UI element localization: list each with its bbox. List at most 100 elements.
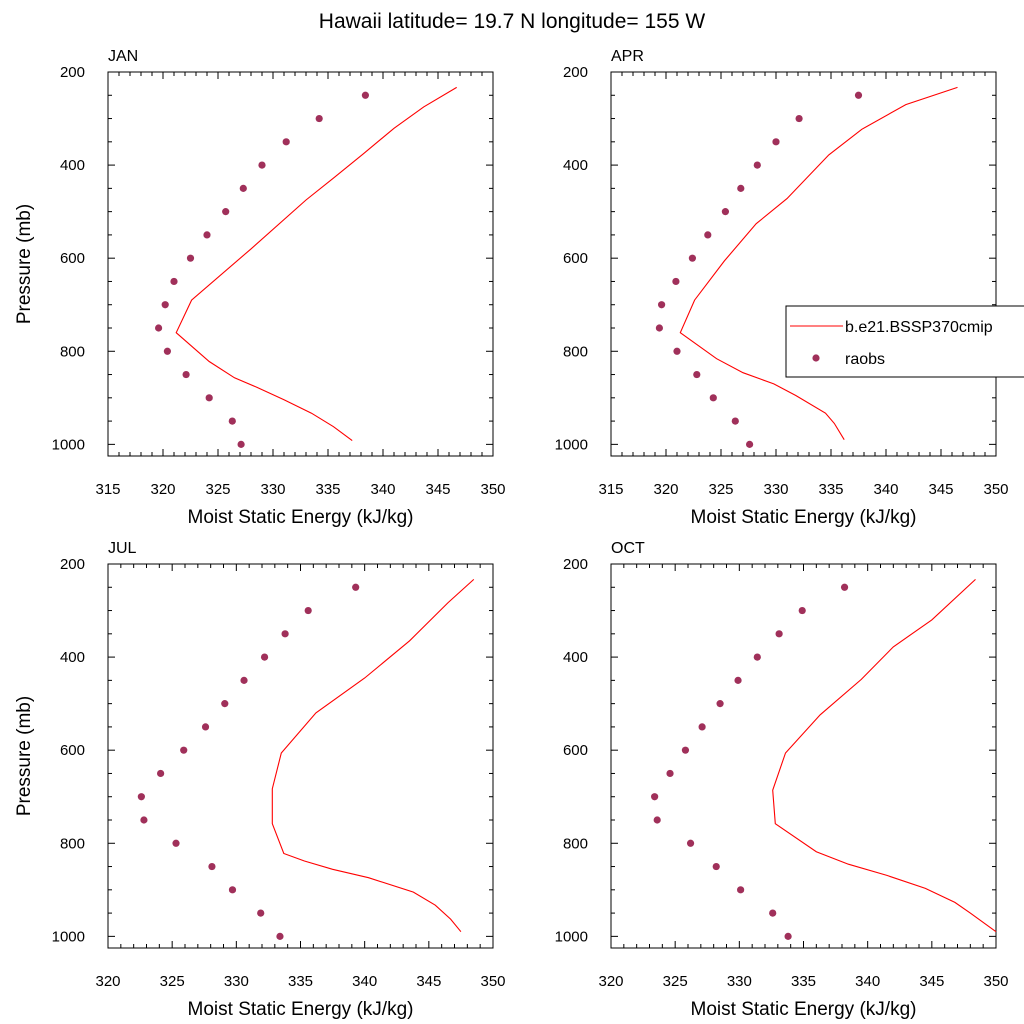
raobs-point	[737, 886, 745, 894]
x-tick-label: 315	[95, 481, 120, 498]
y-axis-label: Pressure (mb)	[14, 204, 35, 324]
raobs-point	[201, 723, 210, 731]
raobs-point	[186, 254, 195, 262]
raobs-point	[281, 630, 289, 638]
raobs-point	[672, 277, 680, 286]
raobs-point	[257, 909, 265, 917]
x-axis-label: Moist Static Energy (kJ/kg)	[188, 999, 414, 1020]
raobs-point	[352, 583, 360, 591]
y-tick-label: 1000	[555, 436, 588, 453]
raobs-point	[795, 114, 803, 123]
raobs-point	[681, 746, 690, 754]
panel-title: OCT	[611, 540, 645, 557]
x-tick-label: 335	[315, 481, 340, 498]
raobs-point	[237, 440, 245, 448]
x-tick-label: 325	[663, 973, 688, 990]
x-tick-label: 345	[416, 973, 441, 990]
raobs-point	[753, 161, 761, 169]
panels: 315 320 325 330 335 340 345 350 200 400 600 800 1000…	[14, 48, 1009, 1020]
x-tick-label: 315	[598, 481, 623, 498]
raobs-point	[157, 769, 165, 778]
panel-title: JAN	[108, 48, 138, 65]
x-tick-label: 320	[598, 973, 623, 990]
y-tick-label: 800	[60, 835, 85, 852]
panel-oct: 320 325 330 335 340 345 350 200 400 600 800 1000 OCT…	[555, 540, 1009, 1020]
panel-apr: 315 320 325 330 335 340 345 350 200 400 600 800 1000…	[555, 48, 1009, 528]
y-tick-label: 600	[60, 250, 85, 267]
legend-marker-swatch	[812, 354, 820, 362]
raobs-point	[688, 254, 697, 262]
raobs-point	[673, 347, 681, 355]
raobs-point	[304, 606, 312, 615]
raobs-point	[772, 138, 780, 146]
x-tick-label: 330	[260, 481, 285, 498]
raobs-point	[208, 862, 216, 871]
y-tick-label: 600	[60, 742, 85, 759]
panel-title: JUL	[108, 540, 137, 557]
raobs-point	[651, 793, 659, 801]
raobs-point	[840, 583, 849, 591]
x-tick-label: 350	[983, 481, 1008, 498]
raobs-point	[240, 676, 248, 684]
x-tick-label: 340	[352, 973, 377, 990]
raobs-point	[746, 440, 754, 448]
raobs-point	[686, 839, 695, 847]
x-tick-label: 350	[983, 973, 1008, 990]
x-tick-label: 345	[919, 973, 944, 990]
y-tick-label: 800	[563, 343, 588, 360]
y-tick-label: 200	[60, 64, 85, 81]
raobs-point	[698, 723, 706, 731]
raobs-point	[140, 816, 148, 824]
y-tick-label: 400	[563, 157, 588, 174]
raobs-point	[170, 277, 178, 286]
x-tick-label: 340	[855, 973, 880, 990]
raobs-point	[155, 324, 163, 332]
raobs-point	[716, 700, 724, 708]
raobs-point	[655, 324, 664, 332]
raobs-point	[260, 653, 269, 661]
x-tick-label: 330	[763, 481, 788, 498]
model-line	[772, 578, 997, 933]
y-tick-label: 400	[60, 649, 85, 666]
x-tick-label: 320	[95, 973, 120, 990]
raobs-point	[737, 184, 745, 192]
raobs-point	[180, 746, 188, 754]
x-tick-label: 320	[653, 481, 678, 498]
y-axis-label: Pressure (mb)	[14, 696, 35, 816]
x-tick-label: 340	[370, 481, 395, 498]
raobs-point	[282, 138, 290, 146]
legend: b.e21.BSSP370cmip raobs	[785, 305, 1024, 378]
raobs-point	[769, 909, 777, 917]
figure-title: Hawaii latitude= 19.7 N longitude= 155 W	[319, 10, 706, 33]
raobs-point	[222, 208, 230, 216]
y-tick-label: 200	[563, 556, 588, 573]
raobs-point	[709, 394, 717, 402]
panel-jan: 315 320 325 330 335 340 345 350 200 400 600 800 1000…	[14, 48, 506, 528]
x-tick-label: 350	[480, 973, 505, 990]
y-tick-label: 800	[60, 343, 85, 360]
y-tick-label: 200	[60, 556, 85, 573]
x-tick-label: 340	[873, 481, 898, 498]
raobs-point	[163, 347, 171, 355]
raobs-point	[693, 370, 701, 379]
raobs-point	[775, 630, 783, 638]
x-tick-label: 335	[288, 973, 313, 990]
model-line	[679, 86, 958, 440]
raobs-point	[276, 932, 284, 940]
raobs-point	[361, 91, 369, 99]
raobs-point	[205, 394, 213, 402]
raobs-point	[137, 793, 145, 801]
plot-frame	[610, 71, 997, 457]
plot-frame	[610, 563, 997, 949]
panel-jul: 320 325 330 335 340 345 350 200 400 600 800 1000 JUL…	[14, 540, 506, 1020]
raobs-point	[258, 161, 266, 169]
raobs-point	[228, 886, 237, 894]
x-tick-label: 335	[791, 973, 816, 990]
x-tick-label: 330	[224, 973, 249, 990]
x-axis-label: Moist Static Energy (kJ/kg)	[691, 507, 917, 528]
x-tick-label: 345	[425, 481, 450, 498]
plot-frame	[107, 563, 494, 949]
raobs-point	[658, 301, 666, 309]
raobs-point	[712, 862, 720, 871]
